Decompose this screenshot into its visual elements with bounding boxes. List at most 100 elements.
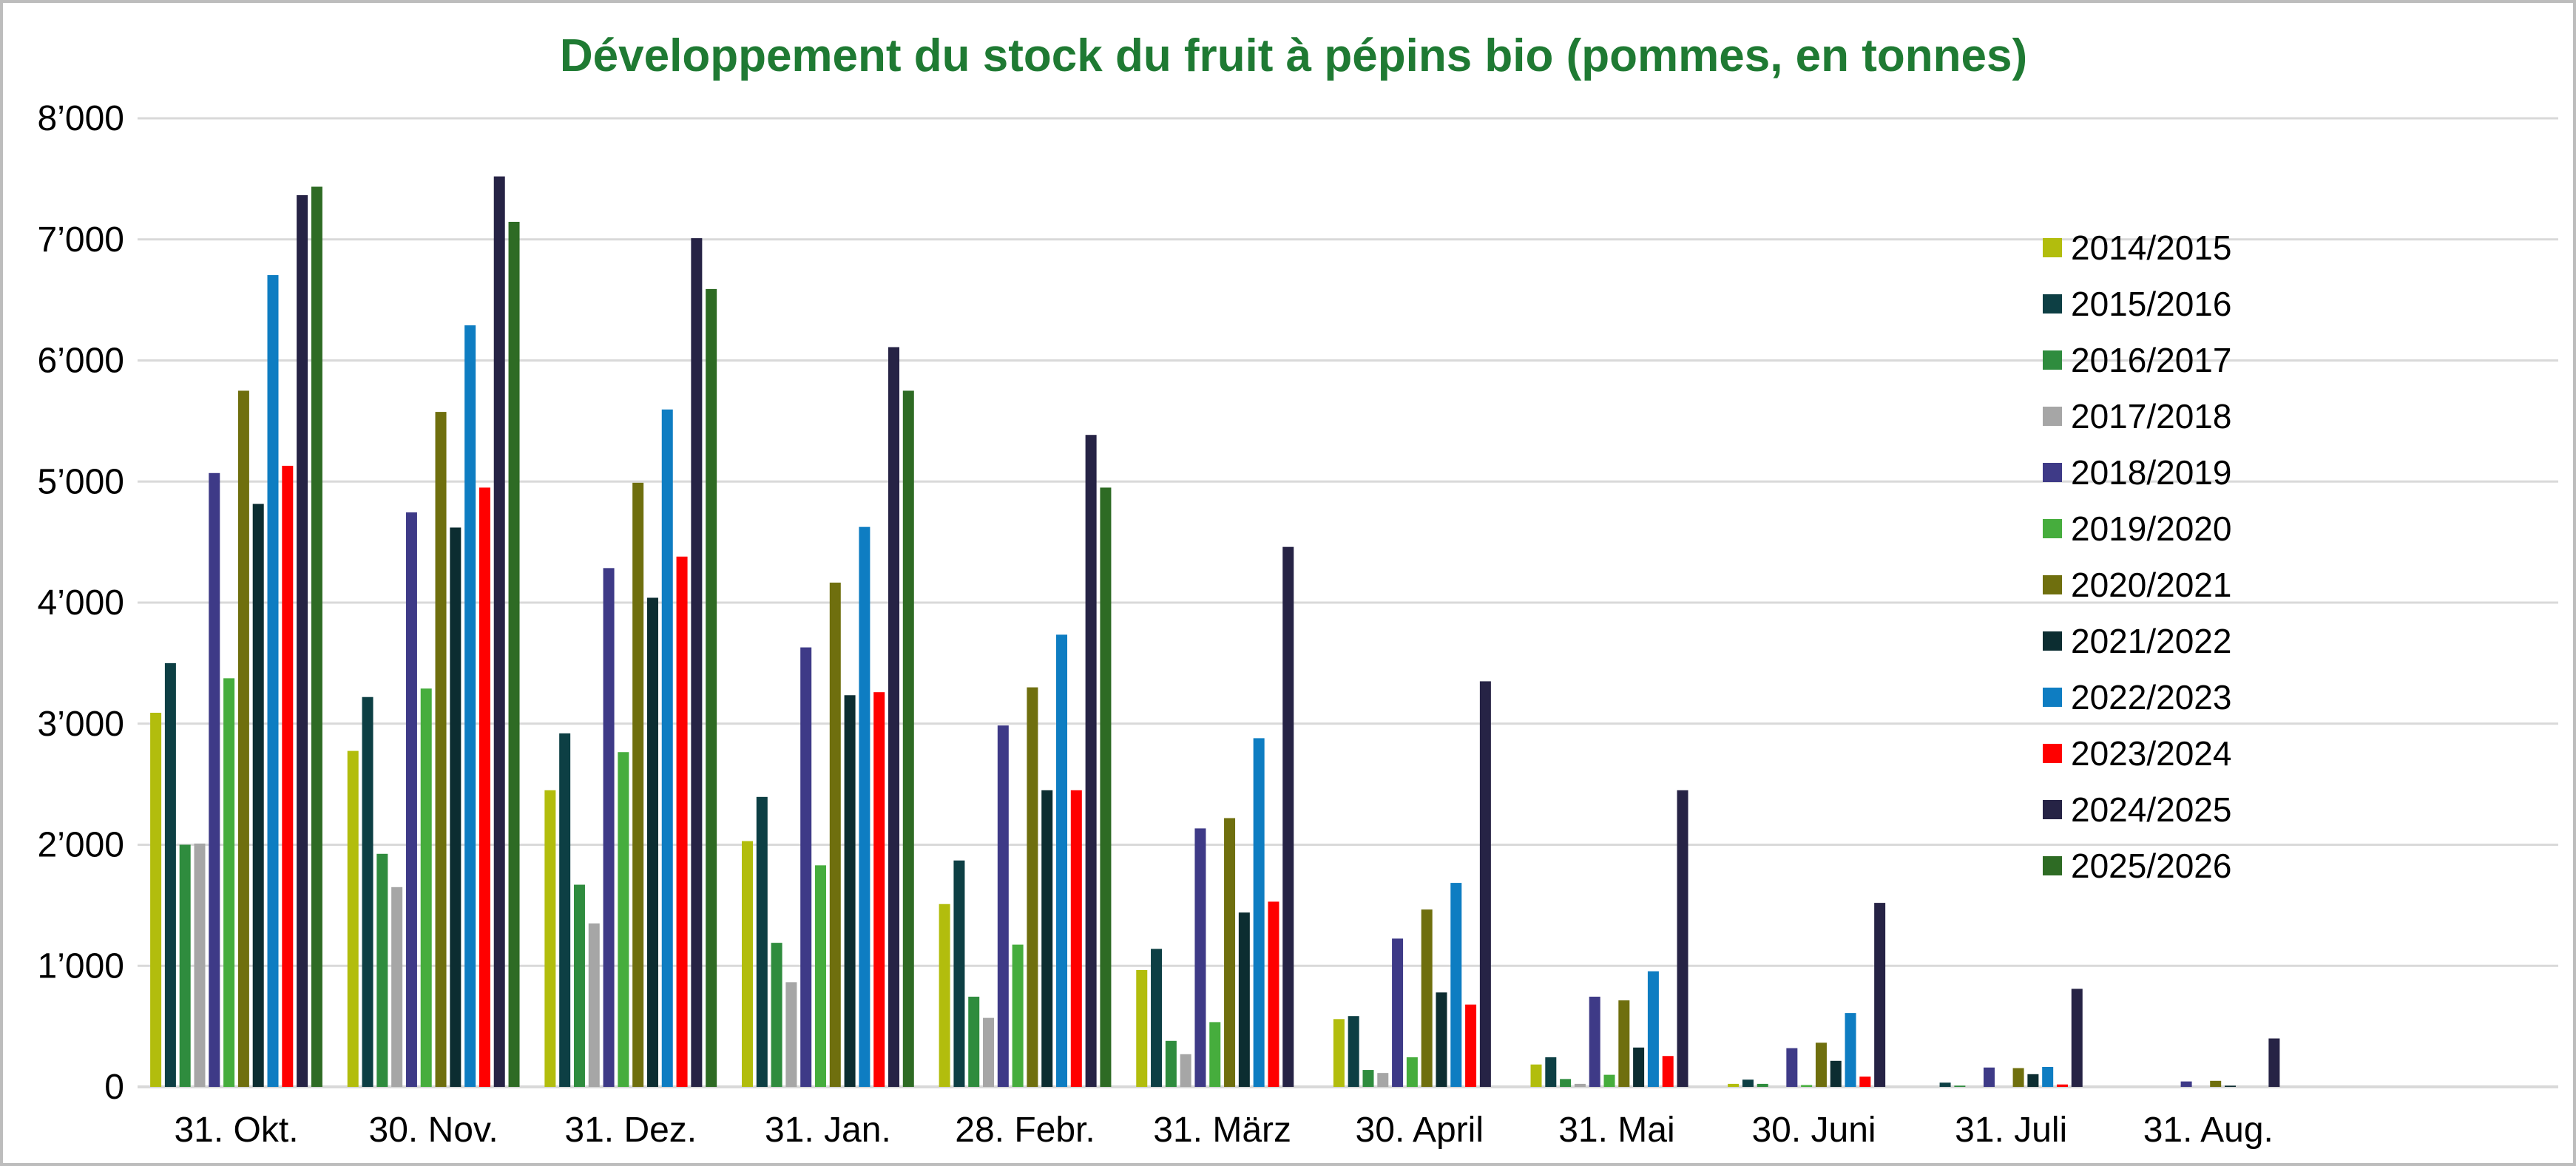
- bar-2024-2025-30-juni: [1874, 903, 1886, 1087]
- bar-2024-2025-31-jan: [888, 347, 899, 1087]
- legend-label-2024-2025: 2024/2025: [2071, 790, 2231, 829]
- legend-label-2018-2019: 2018/2019: [2071, 453, 2231, 492]
- bar-2020-2021-31-okt: [237, 390, 249, 1087]
- bar-2019-2020-30-nov: [420, 688, 432, 1087]
- bar-2018-2019-31-dez: [603, 568, 615, 1087]
- bar-2014-2015-30-april: [1333, 1019, 1345, 1087]
- bar-2014-2015-31-dez: [544, 790, 556, 1087]
- bar-2024-2025-31-dez: [691, 238, 703, 1087]
- legend-label-2023-2024: 2023/2024: [2071, 734, 2231, 773]
- bar-2015-2016-30-april: [1348, 1016, 1359, 1087]
- y-axis-tick-label: 7’000: [38, 220, 124, 260]
- legend-label-2020-2021: 2020/2021: [2071, 566, 2231, 604]
- bar-2024-2025-31-aug: [2268, 1038, 2280, 1087]
- bar-2015-2016-31-okt: [164, 662, 176, 1087]
- bar-2023-2024-31-jan: [873, 692, 885, 1087]
- legend-label-2014-2015: 2014/2015: [2071, 228, 2231, 267]
- bar-2017-2018-28-febr: [983, 1017, 995, 1087]
- legend-swatch-2018-2019: [2043, 463, 2062, 482]
- x-axis-tick-label: 30. April: [1356, 1111, 1484, 1150]
- bar-2020-2021-31-aug: [2210, 1080, 2222, 1087]
- bar-2021-2022-28-febr: [1041, 790, 1053, 1087]
- bar-2022-2023-30-juni: [1845, 1013, 1856, 1087]
- bar-2025-2026-31-dez: [706, 288, 717, 1088]
- legend-swatch-2021-2022: [2043, 631, 2062, 651]
- bar-2018-2019-31-okt: [209, 472, 220, 1087]
- legend-swatch-2025-2026: [2043, 856, 2062, 875]
- bar-2020-2021-31-juli: [2012, 1068, 2024, 1087]
- bar-2021-2022-31-mai: [1633, 1047, 1645, 1087]
- bar-2022-2023-31-m-rz: [1253, 738, 1265, 1087]
- bar-2019-2020-30-april: [1406, 1057, 1418, 1087]
- x-axis-tick-label: 31. Juli: [1955, 1111, 2067, 1150]
- bar-2021-2022-31-dez: [646, 597, 658, 1087]
- bar-2017-2018-31-mai: [1574, 1083, 1586, 1087]
- y-axis-tick-label: 4’000: [38, 583, 124, 623]
- bar-2016-2017-31-okt: [179, 844, 191, 1087]
- bar-2021-2022-30-nov: [450, 527, 462, 1087]
- bar-2015-2016-31-juli: [1939, 1082, 1951, 1087]
- bar-2022-2023-31-okt: [267, 275, 279, 1087]
- bar-2020-2021-31-m-rz: [1224, 818, 1236, 1087]
- legend-swatch-2016-2017: [2043, 350, 2062, 370]
- bar-2025-2026-31-okt: [311, 186, 322, 1087]
- legend-label-2022-2023: 2022/2023: [2071, 678, 2231, 716]
- y-axis-tick-label: 3’000: [38, 705, 124, 744]
- y-axis-tick-label: 8’000: [38, 99, 124, 138]
- bar-2021-2022-31-jan: [844, 695, 856, 1087]
- bar-2015-2016-31-mai: [1545, 1057, 1557, 1087]
- bar-2016-2017-31-mai: [1560, 1079, 1572, 1087]
- bar-2017-2018-31-jan: [785, 982, 797, 1087]
- bar-2022-2023-28-febr: [1056, 634, 1068, 1087]
- y-axis-tick-label: 2’000: [38, 826, 124, 865]
- chart-title: Développement du stock du fruit à pépins…: [559, 30, 2028, 81]
- bar-2023-2024-30-juni: [1859, 1077, 1871, 1087]
- y-axis-tick-label: 0: [104, 1068, 124, 1107]
- bar-2014-2015-28-febr: [939, 904, 950, 1087]
- legend-swatch-2022-2023: [2043, 688, 2062, 707]
- bar-2016-2017-31-m-rz: [1165, 1040, 1177, 1087]
- bar-2014-2015-30-juni: [1728, 1083, 1740, 1087]
- bar-2022-2023-30-nov: [464, 325, 476, 1088]
- bar-2022-2023-31-mai: [1647, 971, 1659, 1087]
- bar-2024-2025-30-nov: [493, 176, 505, 1088]
- y-axis-tick-label: 5’000: [38, 462, 124, 501]
- bar-2019-2020-31-mai: [1603, 1074, 1615, 1087]
- bar-2021-2022-31-aug: [2225, 1085, 2236, 1087]
- y-axis-tick-label: 6’000: [38, 342, 124, 381]
- bar-2016-2017-31-jan: [771, 943, 782, 1087]
- legend-swatch-2017-2018: [2043, 407, 2062, 426]
- x-axis-tick-label: 31. März: [1153, 1111, 1291, 1150]
- bar-2017-2018-30-nov: [391, 887, 403, 1087]
- bar-2019-2020-28-febr: [1012, 944, 1024, 1087]
- plot-area: 0 1’000 2’000 3’000 4’000 5’000 6’000 7’000 8’00…: [38, 99, 2558, 1150]
- legend-label-2017-2018: 2017/2018: [2071, 397, 2231, 435]
- legend-label-2025-2026: 2025/2026: [2071, 847, 2231, 885]
- bar-2023-2024-30-nov: [479, 487, 490, 1087]
- bar-2020-2021-30-nov: [435, 412, 447, 1087]
- bar-2017-2018-31-okt: [194, 843, 206, 1087]
- y-axis-tick-label: 1’000: [38, 946, 124, 986]
- bar-2024-2025-31-m-rz: [1282, 546, 1294, 1087]
- bar-2020-2021-28-febr: [1027, 687, 1038, 1087]
- bar-2014-2015-31-jan: [741, 841, 753, 1087]
- bar-2020-2021-31-jan: [829, 582, 841, 1087]
- bar-2018-2019-31-m-rz: [1194, 828, 1206, 1087]
- legend-label-2019-2020: 2019/2020: [2071, 509, 2231, 548]
- bar-2016-2017-30-april: [1362, 1070, 1374, 1087]
- legend-swatch-2020-2021: [2043, 575, 2062, 594]
- bar-2022-2023-31-juli: [2042, 1066, 2054, 1087]
- bar-2014-2015-31-mai: [1530, 1064, 1542, 1087]
- bar-2019-2020-31-dez: [618, 752, 629, 1087]
- bar-2024-2025-31-juli: [2071, 989, 2083, 1087]
- bar-2022-2023-30-april: [1450, 883, 1462, 1087]
- bar-2018-2019-31-juli: [1983, 1067, 1995, 1087]
- bar-2015-2016-30-nov: [362, 696, 373, 1087]
- bar-2020-2021-30-april: [1421, 909, 1433, 1087]
- x-axis-tick-label: 31. Okt.: [174, 1111, 298, 1150]
- bar-2019-2020-30-juni: [1801, 1085, 1813, 1087]
- bar-2016-2017-28-febr: [968, 997, 980, 1087]
- bar-2019-2020-31-okt: [223, 678, 235, 1087]
- bar-2018-2019-31-aug: [2180, 1081, 2192, 1087]
